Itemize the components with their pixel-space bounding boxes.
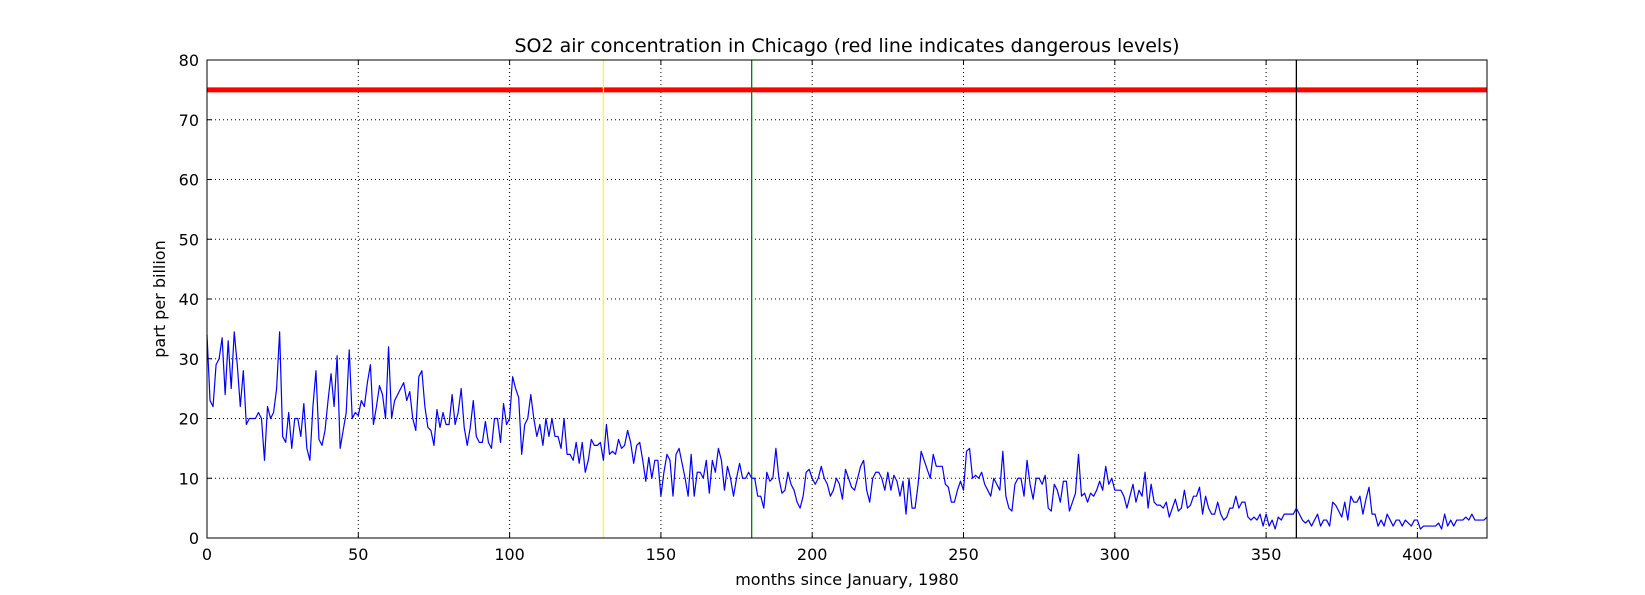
x-tick-label: 150 xyxy=(646,545,677,564)
y-tick-label: 10 xyxy=(179,469,199,488)
x-tick-label: 400 xyxy=(1402,545,1433,564)
ticks: 0 50 100 150 200 250 300 350 400 0 10 20 30 40 50 60 70 8… xyxy=(179,51,1487,564)
so2-series-line xyxy=(206,331,1488,530)
y-tick-label: 20 xyxy=(179,410,199,429)
series-layer xyxy=(206,331,1488,530)
x-tick-label: 0 xyxy=(202,545,212,564)
y-tick-label: 60 xyxy=(179,171,199,190)
y-tick-label: 80 xyxy=(179,51,199,70)
y-tick-label: 30 xyxy=(179,350,199,369)
x-tick-label: 300 xyxy=(1100,545,1131,564)
x-tick-label: 200 xyxy=(797,545,828,564)
x-tick-label: 250 xyxy=(948,545,979,564)
y-tick-label: 50 xyxy=(179,230,199,249)
x-tick-label: 100 xyxy=(494,545,525,564)
chart-title: SO2 air concentration in Chicago (red li… xyxy=(514,35,1179,57)
grid xyxy=(206,59,1487,539)
y-tick-label: 70 xyxy=(179,111,199,130)
x-tick-label: 50 xyxy=(348,545,368,564)
y-tick-label: 0 xyxy=(189,529,199,548)
x-axis-label: months since January, 1980 xyxy=(735,570,959,589)
reference-lines xyxy=(207,60,1487,538)
y-axis-label: part per billion xyxy=(150,240,169,357)
x-tick-label: 350 xyxy=(1251,545,1282,564)
y-tick-label: 40 xyxy=(179,290,199,309)
